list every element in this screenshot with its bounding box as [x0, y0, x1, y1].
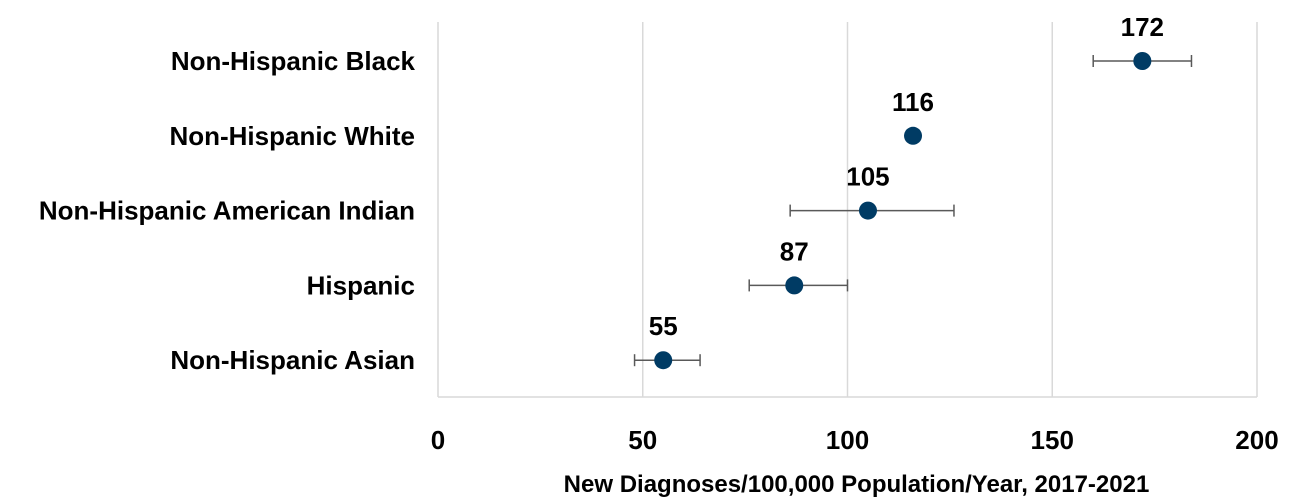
data-point-non-hispanic-american-indian	[858, 201, 877, 220]
category-label-non-hispanic-asian: Non-Hispanic Asian	[170, 345, 415, 375]
data-labels: 172 116 105 87 55	[649, 12, 1164, 341]
x-tick-label-0: 0	[431, 425, 445, 455]
data-label-non-hispanic-black: 172	[1121, 12, 1164, 42]
data-point-hispanic	[785, 276, 804, 295]
data-label-non-hispanic-asian: 55	[649, 311, 678, 341]
x-tick-label-100: 100	[826, 425, 869, 455]
data-point-non-hispanic-black	[1133, 52, 1152, 70]
category-label-non-hispanic-black: Non-Hispanic Black	[171, 46, 416, 76]
category-label-non-hispanic-white: Non-Hispanic White	[169, 121, 415, 151]
x-axis-title: New Diagnoses/100,000 Population/Year, 2…	[564, 471, 1150, 498]
x-tick-labels: 0 50 100 150 200	[431, 425, 1279, 455]
data-label-hispanic: 87	[780, 236, 809, 266]
data-point-non-hispanic-white	[904, 126, 923, 145]
data-label-non-hispanic-white: 116	[892, 87, 934, 117]
gridlines	[642, 22, 1258, 397]
x-tick-label-150: 150	[1031, 425, 1074, 455]
category-labels: Non-Hispanic Black Non-Hispanic White Non-…	[39, 46, 416, 375]
data-points	[654, 52, 1152, 370]
data-point-non-hispanic-asian	[654, 351, 673, 370]
category-label-non-hispanic-american-indian: Non-Hispanic American Indian	[39, 196, 415, 226]
x-tick-label-50: 50	[628, 425, 657, 455]
x-tick-label-200: 200	[1235, 425, 1278, 455]
data-label-non-hispanic-american-indian: 105	[846, 162, 889, 192]
category-label-hispanic: Hispanic	[307, 270, 415, 300]
